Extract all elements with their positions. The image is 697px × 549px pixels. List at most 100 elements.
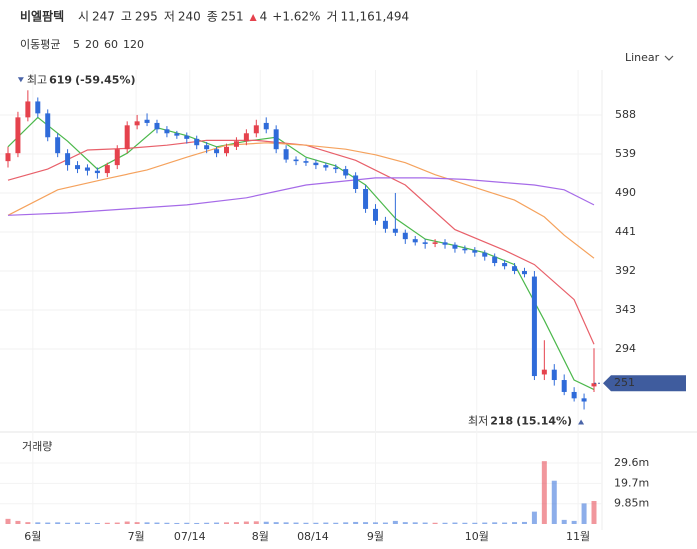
volume-bar [164,522,170,524]
stock-name: 비엘팜텍 [20,9,64,24]
volume-bar [432,522,438,524]
candle-body [561,380,567,392]
volume-bar [571,520,577,524]
x-tick-label: 7월 [128,530,145,543]
candle-body [323,165,329,168]
ma-legend-item: 60 [104,38,118,51]
y-tick-label: 392 [615,264,636,277]
summary-label: 거 [326,10,337,24]
ma-legend-item: 5 [73,38,80,51]
candle-body [25,101,31,118]
up-triangle [249,14,257,21]
candle-body [581,398,587,402]
candle-body [521,270,527,275]
y-tick-label: 294 [615,342,636,355]
volume-bar [204,522,210,524]
volume-bar [442,522,448,524]
candle-body [94,170,100,174]
volume-bar [353,521,359,524]
candle-body [224,146,230,154]
volume-bar [392,520,398,524]
scale-menu[interactable]: Linear [625,51,674,64]
volume-bar [402,522,408,524]
candle-body [363,188,369,209]
volume-bar [303,522,309,524]
scale-label[interactable]: Linear [625,51,660,64]
volume-bar [243,521,249,524]
candle-body [482,252,488,257]
candle-body [531,276,537,377]
volume-bar [502,522,508,524]
candle-body [124,125,130,150]
candle-body [204,145,210,150]
volume-bar [273,522,279,524]
candle-body [512,266,518,271]
volume-bar [75,522,81,524]
x-tick-label: 10월 [465,530,489,543]
candle-body [243,133,249,142]
candle-body [333,167,339,170]
change-pct: +1.62% [272,10,320,24]
volume-bar [323,522,329,524]
volume-bar [45,522,51,524]
change: 4 [260,10,268,24]
candle-body [313,162,319,166]
volume-bar [313,522,319,524]
volume-bar [144,522,150,524]
volume-bar [15,520,21,524]
volume-bar [94,522,100,524]
candle-body [65,153,71,166]
candle-body [591,383,597,387]
volume-bar [114,522,120,524]
volume-tick-label: 29.6m [614,456,649,469]
volume-bar [134,522,140,524]
candle-body [184,135,190,139]
candle-body [571,391,577,399]
volume-bar [263,521,269,524]
volume-bar [283,522,289,524]
candle-body [353,175,359,189]
volume-tick-label: 9.85m [614,497,649,510]
candle-body [5,153,11,162]
volume-bar [591,500,597,524]
candle-body [283,149,289,160]
x-tick-label: 11월 [566,530,590,543]
summary-value: 11,161,494 [340,10,409,24]
current-price-tag [603,375,686,392]
volume-bar [531,511,537,524]
volume-bar [343,522,349,524]
volume-title: 거래량 [22,440,52,453]
candle-body [392,228,398,233]
volume-bar [422,522,428,524]
dropdown-chevron [664,55,674,61]
volume-bar [512,522,518,524]
volume-bar [214,522,220,524]
summary-value: 251 [221,10,244,24]
candle-body [104,165,110,174]
candle-body [84,167,90,171]
volume-bar [482,522,488,524]
volume-bar [65,522,71,524]
volume-bar [154,522,160,524]
volume-bar [412,522,418,524]
summary-value: 295 [135,10,158,24]
x-tick-label: 9월 [367,530,384,543]
volume-bar [233,522,239,524]
candle-body [541,369,547,375]
volume-bar [551,480,557,524]
volume-bar [194,522,200,524]
y-tick-label: 588 [615,108,636,121]
candle-body [372,208,378,221]
summary-value: 247 [92,10,115,24]
candle-body [293,159,299,162]
volume-bar [452,522,458,524]
volume-bar [462,522,468,524]
candle-body [343,169,349,176]
candle-body [233,141,239,147]
candle-body [551,369,557,381]
volume-bar [184,522,190,524]
min-label: 최저 [468,414,488,427]
ma-legend-item: 20 [85,38,99,51]
